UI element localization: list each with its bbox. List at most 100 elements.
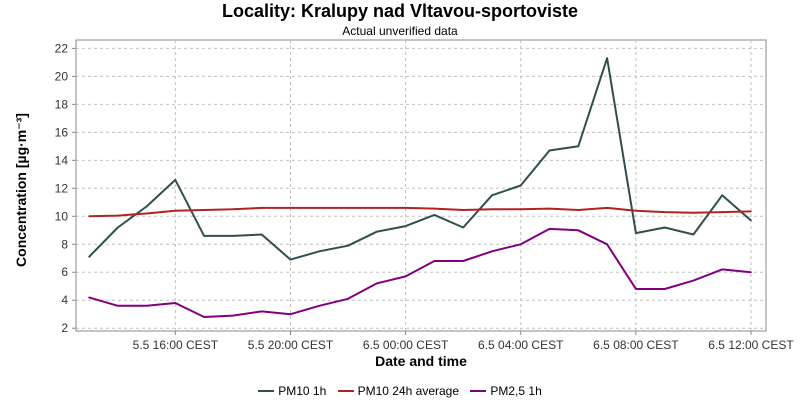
chart-title: Locality: Kralupy nad Vltavou-sportovist… bbox=[221, 1, 579, 21]
x-tick-label: 5.5 20:00 CEST bbox=[248, 338, 334, 352]
data-point-0 bbox=[462, 226, 464, 229]
data-point-0 bbox=[232, 235, 234, 237]
data-point-0 bbox=[663, 226, 666, 229]
data-point-1 bbox=[116, 214, 119, 217]
data-point-1 bbox=[376, 207, 378, 209]
grid-lines bbox=[76, 40, 766, 331]
data-point-2 bbox=[203, 316, 205, 318]
legend-label-pm25: PM2,5 1h bbox=[490, 384, 542, 398]
data-point-0 bbox=[174, 179, 177, 181]
data-point-0 bbox=[606, 57, 608, 59]
data-point-1 bbox=[318, 207, 321, 209]
series-lines bbox=[88, 57, 752, 318]
data-point-0 bbox=[491, 194, 493, 197]
data-point-1 bbox=[577, 209, 580, 211]
data-point-1 bbox=[548, 207, 551, 210]
data-point-2 bbox=[347, 298, 349, 300]
x-tick-label: 6.5 00:00 CEST bbox=[363, 338, 449, 352]
data-point-2 bbox=[232, 314, 234, 317]
data-point-1 bbox=[462, 209, 464, 211]
data-point-0 bbox=[260, 233, 263, 236]
data-point-0 bbox=[721, 194, 724, 197]
data-point-2 bbox=[404, 275, 407, 278]
data-point-1 bbox=[692, 211, 695, 214]
data-point-2 bbox=[260, 310, 263, 313]
x-tick-label: 5.5 16:00 CEST bbox=[133, 338, 219, 352]
series-line-0 bbox=[88, 57, 752, 261]
data-point-1 bbox=[663, 211, 666, 213]
data-point-0 bbox=[289, 258, 292, 261]
data-point-0 bbox=[116, 226, 119, 229]
x-tick-label: 6.5 08:00 CEST bbox=[593, 338, 679, 352]
y-tick-label: 12 bbox=[55, 181, 69, 195]
legend-label-pm10-24h: PM10 24h average bbox=[357, 384, 460, 398]
data-point-0 bbox=[404, 225, 407, 227]
data-point-2 bbox=[88, 296, 90, 299]
data-point-0 bbox=[145, 205, 148, 208]
data-point-1 bbox=[260, 207, 263, 209]
data-point-0 bbox=[635, 232, 637, 234]
data-point-2 bbox=[577, 229, 580, 232]
data-point-2 bbox=[433, 260, 436, 262]
data-point-1 bbox=[750, 210, 752, 213]
plot-area bbox=[75, 39, 767, 332]
data-point-0 bbox=[318, 250, 321, 253]
data-point-1 bbox=[203, 209, 205, 211]
data-point-2 bbox=[635, 288, 637, 290]
y-tick-label: 20 bbox=[55, 69, 69, 83]
data-point-2 bbox=[663, 288, 666, 290]
x-axis-ticks: 5.5 16:00 CEST 5.5 20:00 CEST 6.5 00:00 CE… bbox=[133, 331, 794, 352]
y-tick-label: 6 bbox=[61, 265, 68, 279]
data-point-2 bbox=[376, 282, 378, 285]
data-point-2 bbox=[750, 271, 752, 274]
data-point-2 bbox=[692, 279, 695, 282]
x-tick-label: 6.5 04:00 CEST bbox=[478, 338, 564, 352]
legend-swatch-pm25 bbox=[470, 390, 487, 392]
data-point-1 bbox=[289, 207, 292, 209]
data-point-2 bbox=[145, 305, 148, 307]
y-axis-label: Concentration [µg·m⁻³] bbox=[13, 113, 29, 267]
data-point-2 bbox=[721, 268, 724, 271]
y-tick-label: 2 bbox=[61, 321, 68, 335]
data-point-1 bbox=[174, 209, 177, 212]
legend-item-pm25: PM2,5 1h bbox=[470, 384, 542, 398]
data-point-0 bbox=[692, 233, 695, 236]
data-point-1 bbox=[404, 207, 407, 209]
data-point-2 bbox=[548, 228, 551, 230]
data-point-1 bbox=[145, 212, 148, 215]
y-tick-label: 16 bbox=[55, 125, 69, 139]
legend-label-pm10: PM10 1h bbox=[278, 384, 327, 398]
data-point-1 bbox=[606, 207, 608, 209]
series-line-2 bbox=[88, 227, 752, 318]
data-point-0 bbox=[347, 244, 349, 247]
data-point-0 bbox=[548, 149, 551, 152]
legend-swatch-pm10 bbox=[258, 390, 275, 392]
legend: PM10 1h PM10 24h average PM2,5 1h bbox=[0, 381, 800, 398]
y-tick-label: 8 bbox=[61, 237, 68, 251]
data-point-1 bbox=[347, 207, 349, 209]
data-point-1 bbox=[635, 209, 637, 212]
data-point-2 bbox=[289, 313, 292, 316]
data-point-0 bbox=[433, 214, 436, 216]
data-point-0 bbox=[750, 219, 752, 222]
data-point-1 bbox=[232, 208, 234, 211]
legend-swatch-pm10-24h bbox=[337, 390, 354, 392]
data-point-0 bbox=[376, 230, 378, 233]
data-point-2 bbox=[462, 260, 464, 262]
y-tick-label: 14 bbox=[55, 153, 69, 167]
data-point-1 bbox=[721, 211, 724, 213]
data-point-1 bbox=[88, 215, 90, 218]
data-point-2 bbox=[116, 305, 119, 307]
y-tick-label: 18 bbox=[55, 97, 69, 111]
y-axis-ticks: 2 4 6 8 10 12 14 16 18 20 22 bbox=[55, 41, 76, 335]
data-point-2 bbox=[491, 250, 493, 253]
data-point-0 bbox=[88, 256, 90, 258]
data-point-2 bbox=[606, 243, 608, 246]
data-point-2 bbox=[519, 243, 522, 246]
data-point-0 bbox=[519, 184, 522, 187]
data-point-0 bbox=[577, 145, 580, 148]
data-point-0 bbox=[203, 235, 205, 237]
x-axis-label: Date and time bbox=[375, 353, 467, 369]
chart-subtitle: Actual unverified data bbox=[342, 24, 458, 38]
